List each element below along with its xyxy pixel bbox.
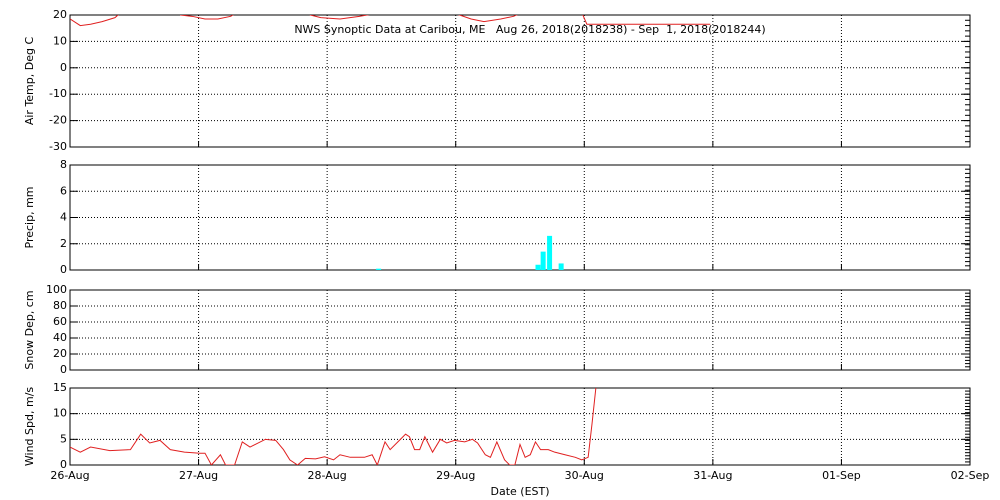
x-tick-label: 29-Aug [436,469,475,482]
x-tick-label: 30-Aug [565,469,604,482]
y-tick-label: 20 [53,8,67,21]
y-tick-label: 60 [53,315,67,328]
plot-frame [69,289,971,371]
x-tick-label: 27-Aug [179,469,218,482]
bar [376,268,382,270]
y-tick-label: 80 [53,299,67,312]
y-tick-label: 100 [46,283,67,296]
y-tick-label: 6 [60,184,67,197]
y-axis-label: Precip, mm [23,187,36,249]
x-tick-label: 02-Sep [951,469,990,482]
y-tick-label: 40 [53,331,67,344]
y-tick-label: 10 [53,34,67,47]
y-tick-label: 15 [53,381,67,394]
y-axis-label: Air Temp, Deg C [23,37,36,126]
bar [540,251,546,270]
y-tick-label: 0 [60,363,67,376]
plot-area [70,15,711,27]
y-tick-label: -20 [49,114,67,127]
y-tick-label: -30 [49,140,67,153]
y-axis-label: Snow Dep, cm [23,290,36,369]
y-tick-label: 0 [60,61,67,74]
bar [535,264,541,270]
x-tick-label: 01-Sep [822,469,861,482]
plot-frame [69,164,971,271]
y-tick-label: 0 [60,458,67,471]
plot-area [376,235,564,270]
y-axis-label: Wind Spd, m/s [23,387,36,467]
bar [558,263,564,270]
x-tick-label: 31-Aug [693,469,732,482]
plot-area [70,388,597,465]
chart-title: NWS Synoptic Data at Caribou, ME Aug 26,… [294,23,765,36]
data-line [70,388,597,465]
y-tick-label: 0 [60,263,67,276]
y-tick-label: 2 [60,237,67,250]
y-tick-label: 8 [60,158,67,171]
x-tick-label: 28-Aug [308,469,347,482]
plot-frame [69,387,971,466]
y-tick-label: 4 [60,211,67,224]
plot-frame [69,14,971,148]
bar [547,235,553,270]
y-tick-label: -10 [49,87,67,100]
x-tick-label: 26-Aug [50,469,89,482]
x-axis-label: Date (EST) [490,485,549,498]
y-tick-label: 5 [60,432,67,445]
y-tick-label: 10 [53,407,67,420]
data-line [70,15,711,27]
y-tick-label: 20 [53,347,67,360]
